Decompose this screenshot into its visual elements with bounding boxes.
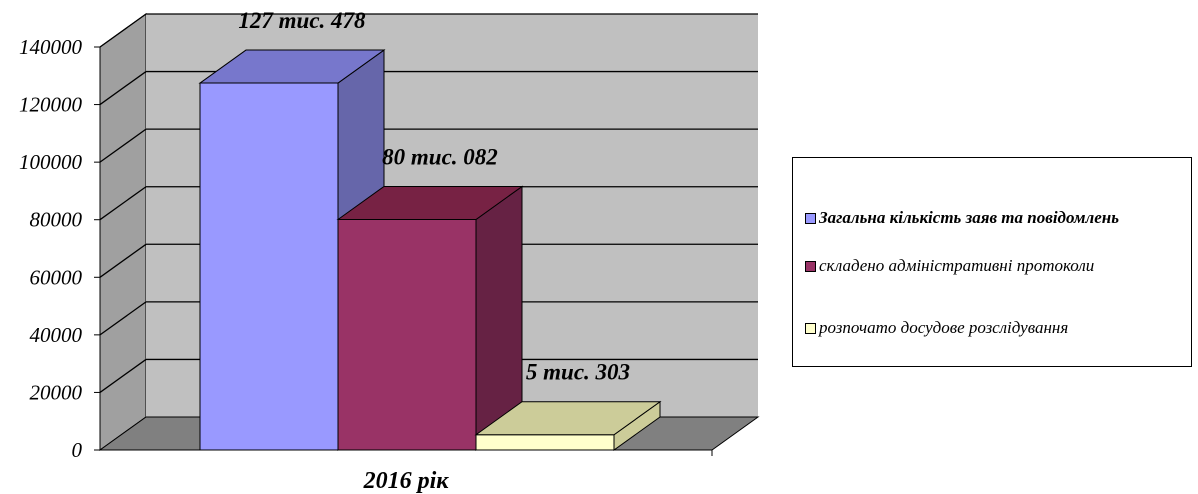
gridline bbox=[99, 128, 758, 163]
y-tick-label: 40000 bbox=[30, 323, 83, 347]
y-tick-label: 20000 bbox=[30, 380, 83, 404]
legend-label: розпочато досудове розслідування bbox=[819, 318, 1069, 337]
gridlines bbox=[99, 13, 758, 393]
bar-front bbox=[475, 434, 615, 451]
legend-swatch bbox=[805, 212, 816, 224]
bar-top bbox=[198, 49, 386, 84]
side-wall bbox=[99, 13, 147, 451]
data-label: 80 тис. 082 bbox=[382, 144, 498, 169]
gridline bbox=[99, 243, 758, 278]
legend-swatch bbox=[805, 322, 816, 334]
labels: 127 тис. 478 80 тис. 082 5 тис. 303 2016 рі… bbox=[238, 8, 630, 494]
legend-label: Загальна кількість заяв та повідомлень bbox=[819, 208, 1119, 227]
bar-top bbox=[474, 401, 662, 436]
bars bbox=[198, 49, 662, 451]
y-tick-label: 80000 bbox=[30, 208, 83, 232]
legend-item: складено адміністративні протоколи bbox=[805, 256, 1094, 276]
legend-swatch bbox=[805, 260, 816, 272]
legend-item: Загальна кількість заяв та повідомлень bbox=[805, 208, 1119, 228]
gridline bbox=[99, 358, 758, 393]
y-tick-label: 60000 bbox=[30, 265, 83, 289]
gridline bbox=[99, 13, 758, 48]
y-tick-label: 0 bbox=[72, 438, 83, 462]
data-label: 5 тис. 303 bbox=[526, 360, 630, 385]
legend-item: розпочато досудове розслідування bbox=[805, 318, 1068, 338]
y-tick-label: 120000 bbox=[19, 93, 83, 117]
bar-top bbox=[336, 185, 524, 220]
legend-label: складено адміністративні протоколи bbox=[819, 256, 1095, 275]
y-tick-label: 100000 bbox=[19, 150, 83, 174]
category-label: 2016 рік bbox=[363, 468, 450, 494]
gridline bbox=[99, 70, 758, 106]
legend: Загальна кількість заяв та повідомлень с… bbox=[792, 157, 1192, 367]
gridline bbox=[99, 301, 758, 336]
gridline bbox=[99, 186, 758, 221]
bar-front bbox=[337, 218, 477, 451]
data-label: 127 тис. 478 bbox=[238, 8, 366, 33]
bar-front bbox=[199, 82, 339, 451]
y-tick-label: 140000 bbox=[19, 35, 83, 59]
